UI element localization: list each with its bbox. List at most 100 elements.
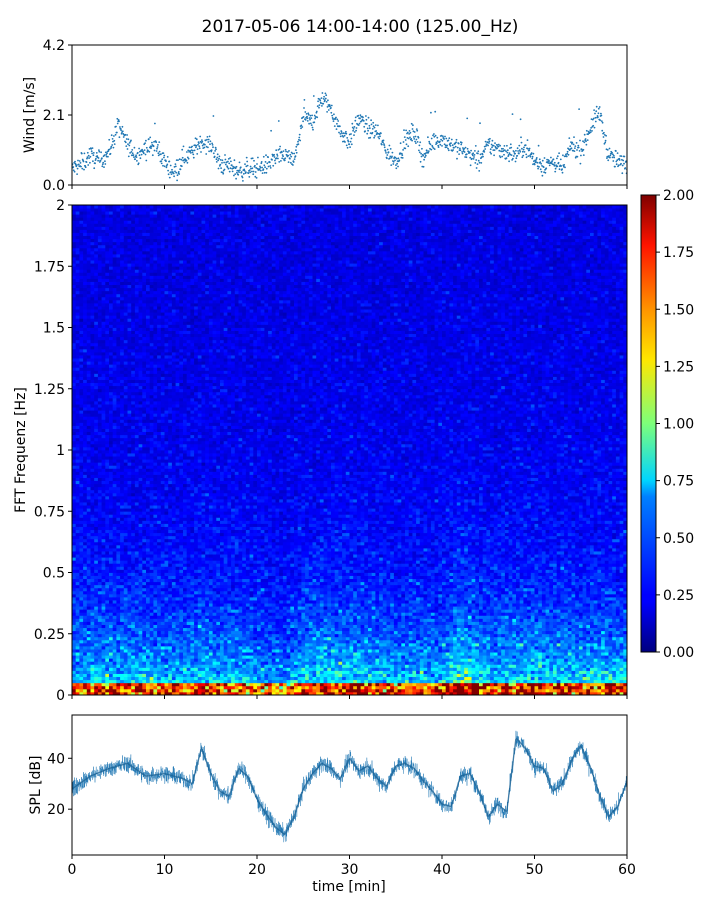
spectrogram-cell (153, 287, 158, 292)
wind-point (290, 155, 293, 158)
spectrogram-cell (109, 535, 114, 540)
wind-point (537, 167, 539, 170)
spectrogram-cell (90, 241, 95, 246)
wind-point (367, 116, 370, 119)
spectrogram-cell (101, 296, 106, 301)
wind-point (402, 141, 405, 143)
spectrogram-cell (127, 284, 132, 289)
spectrogram-cell (138, 532, 143, 537)
spectrogram-cell (153, 226, 158, 230)
spectrogram-cell (134, 465, 139, 469)
spectrogram-cell (146, 682, 151, 687)
spectrogram-cell (149, 232, 154, 237)
spectrogram-cell (94, 538, 99, 543)
spectrogram-cell (116, 238, 121, 243)
spectrogram-cell (149, 538, 154, 543)
spectrogram-cell (109, 627, 114, 632)
spectrogram-cell (97, 508, 102, 512)
spectrogram-cell (105, 275, 110, 279)
spectrogram-cell (90, 492, 95, 497)
spectrogram-cell (123, 404, 128, 408)
spectrogram-cell (105, 247, 110, 252)
spectrogram-cell (146, 376, 151, 380)
spectrogram-cell (105, 416, 110, 420)
spectrogram-cell (116, 241, 121, 246)
spectrogram-cell (123, 499, 128, 503)
spectrogram-cell (138, 250, 143, 255)
spectrogram-cell (138, 238, 143, 243)
spectrogram-cell (142, 376, 147, 380)
spectrogram-cell (83, 434, 88, 439)
spectrogram-cell (120, 327, 125, 331)
spectrogram-cell (72, 661, 77, 665)
spectrogram-cell (75, 593, 80, 598)
wind-point (378, 133, 381, 136)
spectrogram-cell (127, 250, 132, 255)
spectrogram-cell (75, 407, 80, 411)
wind-point (89, 161, 91, 164)
spectrogram-cell (149, 606, 154, 610)
spectrogram-cell (149, 413, 154, 417)
spectrogram-cell (94, 511, 99, 515)
spectrogram-cell (142, 205, 147, 209)
spectrogram-cell (116, 416, 121, 420)
spectrogram-cell (146, 333, 151, 338)
spectrogram-cell (112, 554, 117, 558)
spectrogram-cell (153, 428, 158, 433)
wind-point (262, 168, 265, 171)
wind-point (547, 162, 550, 165)
spectrogram-cell (72, 578, 77, 583)
wind-point (591, 130, 593, 132)
spectrogram-cell (138, 385, 143, 390)
spectrogram-cell (127, 581, 132, 586)
spectrogram-cell (112, 655, 117, 659)
spectrogram-cell (120, 220, 125, 224)
wind-point (325, 94, 328, 97)
spectrogram-cell (105, 272, 110, 276)
spectrogram-cell (105, 410, 110, 414)
spectrogram-cell (72, 263, 77, 267)
wind-point (282, 150, 285, 153)
spectrogram-cell (112, 517, 117, 521)
spectrogram-cell (120, 673, 125, 678)
spectrogram-cell (142, 679, 147, 684)
spectrogram-cell (86, 345, 91, 350)
spectrogram-cell (94, 465, 99, 469)
spectrogram-cell (79, 450, 84, 454)
spectrogram-cell (116, 388, 121, 393)
spectrogram-cell (146, 526, 151, 531)
spectrogram-cell (116, 290, 121, 295)
spectrogram-cell (109, 523, 114, 527)
spectrogram-cell (94, 247, 99, 252)
wind-point (471, 157, 473, 160)
spectrogram-cell (153, 554, 158, 558)
spectrogram-cell (105, 630, 110, 635)
wind-point (413, 131, 416, 133)
spectrogram-cell (134, 590, 139, 595)
wind-point (247, 172, 250, 175)
spectrogram-cell (142, 364, 147, 368)
spectrogram-cell (138, 618, 143, 622)
spectrogram-cell (116, 223, 121, 227)
spectrogram-cell (83, 646, 88, 650)
spectrogram-cell (116, 443, 121, 448)
spectrogram-cell (134, 658, 139, 662)
spectrogram-cell (86, 578, 91, 583)
spectrogram-cell (79, 220, 84, 224)
spectrogram-cell (131, 238, 136, 243)
spectrogram-cell (123, 468, 128, 472)
spectrogram-cell (123, 281, 128, 286)
spectrogram-cell (90, 551, 95, 555)
spectrogram-cell (127, 541, 132, 546)
wind-point (403, 129, 405, 132)
spectrogram-cell (127, 269, 132, 273)
spectrogram-cell (79, 459, 84, 463)
spectrogram-cell (153, 367, 158, 371)
spectrogram-cell (86, 691, 91, 696)
spectrogram-cell (90, 361, 95, 365)
spectrogram-cell (97, 563, 102, 567)
wind-point (524, 144, 527, 147)
spectrogram-cell (105, 627, 110, 632)
wind-point (555, 164, 557, 167)
spectrogram-cell (112, 664, 117, 668)
